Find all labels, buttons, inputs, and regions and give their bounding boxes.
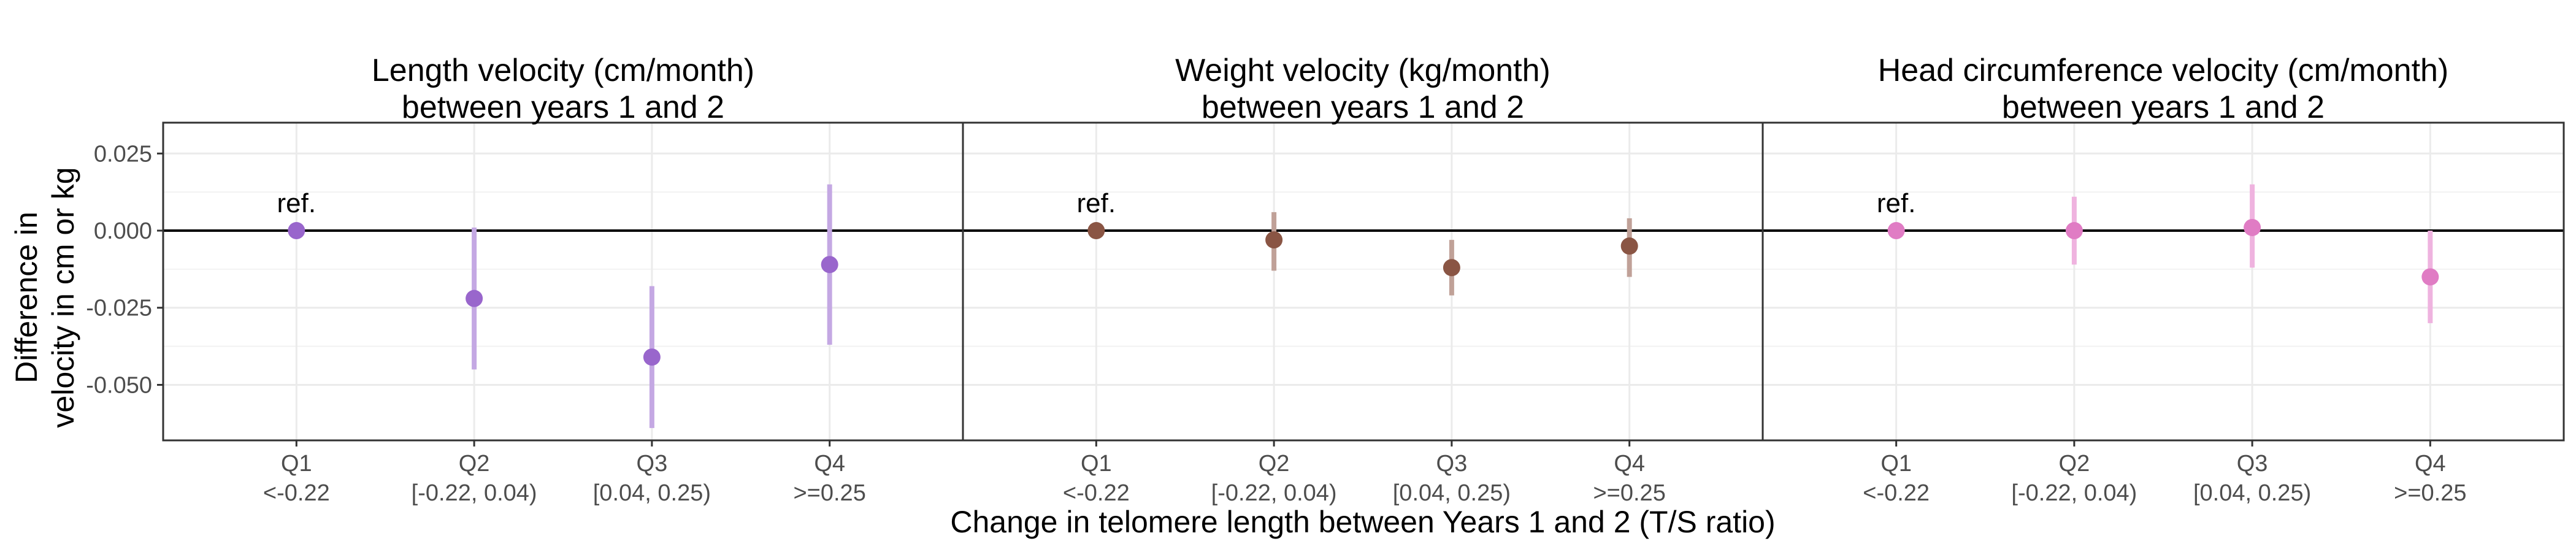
x-tick-label-range: [0.04, 0.25) xyxy=(593,480,711,506)
panel-1: ref. Length velocity (cm/month)between ye… xyxy=(162,53,964,506)
point-estimate-q3 xyxy=(2244,218,2261,236)
x-tick-label-quartile: Q1 xyxy=(1081,451,1112,477)
x-tick-label-quartile: Q4 xyxy=(814,451,845,477)
point-estimate-q4 xyxy=(821,256,838,274)
panel-title-line2: between years 1 and 2 xyxy=(402,90,724,125)
x-tick-label-quartile: Q4 xyxy=(1614,451,1645,477)
x-tick-label-range: >=0.25 xyxy=(1593,480,1665,506)
x-tick-label-quartile: Q1 xyxy=(1880,451,1912,477)
x-tick-label-quartile: Q2 xyxy=(459,451,490,477)
y-axis-title-line2: velocity in cm or kg xyxy=(46,167,80,427)
ref-label: ref. xyxy=(277,188,316,218)
x-axis-title: Change in telomere length between Years … xyxy=(950,505,1775,539)
x-tick-label-range: <-0.22 xyxy=(1863,480,1930,506)
x-tick-label-quartile: Q2 xyxy=(1259,451,1290,477)
panel-title-line2: between years 1 and 2 xyxy=(2002,90,2325,125)
y-tick-label: 0.000 xyxy=(94,218,152,244)
ref-label: ref. xyxy=(1877,188,1916,218)
point-estimate-q4 xyxy=(1620,237,1638,255)
panels: ref.Length velocity (cm/month)between ye… xyxy=(86,53,2565,506)
panel-title-line1: Weight velocity (kg/month) xyxy=(1175,53,1551,88)
point-estimate-q1 xyxy=(288,222,305,240)
panel-2: ref. Weight velocity (kg/month)between ye… xyxy=(962,53,1764,506)
point-estimate-q1 xyxy=(1887,222,1905,240)
x-tick-label-range: [-0.22, 0.04) xyxy=(2011,480,2137,506)
point-estimate-q2 xyxy=(2065,222,2083,240)
point-estimate-q2 xyxy=(1265,231,1283,249)
x-tick-label-quartile: Q2 xyxy=(2059,451,2090,477)
panel-background xyxy=(163,123,963,440)
x-tick-label-range: [0.04, 0.25) xyxy=(1393,480,1511,506)
y-tick-label: -0.050 xyxy=(86,372,152,398)
panel-title-line1: Head circumference velocity (cm/month) xyxy=(1878,53,2449,88)
panel-3: ref. Head circumference velocity (cm/mont… xyxy=(1761,53,2565,506)
panel-border xyxy=(1761,121,2565,442)
x-tick-label-quartile: Q4 xyxy=(2415,451,2446,477)
point-estimate-q4 xyxy=(2421,268,2439,286)
point-estimate-q2 xyxy=(466,289,483,307)
y-tick-label: 0.025 xyxy=(94,141,152,167)
x-tick-label-range: <-0.22 xyxy=(263,480,330,506)
x-tick-label-quartile: Q3 xyxy=(1436,451,1468,477)
x-tick-label-quartile: Q3 xyxy=(2237,451,2268,477)
x-tick-label-quartile: Q3 xyxy=(637,451,668,477)
ref-label: ref. xyxy=(1077,188,1116,218)
x-tick-label-quartile: Q1 xyxy=(281,451,312,477)
point-estimate-q3 xyxy=(643,348,661,366)
point-estimate-q1 xyxy=(1087,222,1105,240)
point-estimate-q3 xyxy=(1443,259,1460,277)
panel-background xyxy=(1763,123,2564,440)
y-axis-title-line1: Difference in xyxy=(9,212,44,383)
x-tick-label-range: [0.04, 0.25) xyxy=(2193,480,2311,506)
panel-title-line2: between years 1 and 2 xyxy=(1202,90,1524,125)
y-tick-label: -0.025 xyxy=(86,296,152,321)
x-tick-label-range: >=0.25 xyxy=(2394,480,2466,506)
panel-background xyxy=(963,123,1763,440)
x-tick-label-range: >=0.25 xyxy=(793,480,865,506)
y-axis: 0.025 0.000 -0.025 -0.050 xyxy=(86,141,163,398)
x-tick-label-range: [-0.22, 0.04) xyxy=(412,480,537,506)
panel-title-line1: Length velocity (cm/month) xyxy=(372,53,754,88)
x-tick-label-range: <-0.22 xyxy=(1063,480,1130,506)
x-tick-label-range: [-0.22, 0.04) xyxy=(1211,480,1337,506)
